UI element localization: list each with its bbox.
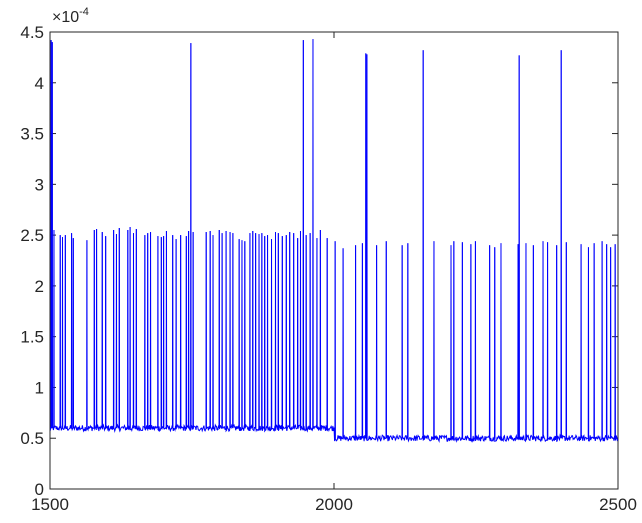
y-tick-label: 1.5 [20,328,44,347]
y-tick-label: 1 [35,378,44,397]
y-tick-label: 3.5 [20,125,44,144]
y-tick-label: 4.5 [20,23,44,42]
y-exponent-power: -4 [79,6,89,18]
y-exponent-label: ×10-4 [52,6,89,26]
x-tick-label: 2000 [315,495,353,514]
y-exponent-base: ×10 [52,9,79,26]
y-tick-label: 4 [35,74,44,93]
x-axis-ticks: 1500 2000 2500 [31,32,637,514]
y-tick-label: 2.5 [20,226,44,245]
y-tick-label: 2 [35,277,44,296]
y-tick-label: 0.5 [20,429,44,448]
series-layer [50,39,618,443]
y-tick-label: 3 [35,175,44,194]
x-tick-label: 2500 [599,495,637,514]
x-tick-label: 1500 [31,495,69,514]
y-axis-ticks: 0 0.5 1 1.5 2 2.5 3 3.5 4 4.5 [20,23,618,499]
y-tick-label: 0 [35,480,44,499]
